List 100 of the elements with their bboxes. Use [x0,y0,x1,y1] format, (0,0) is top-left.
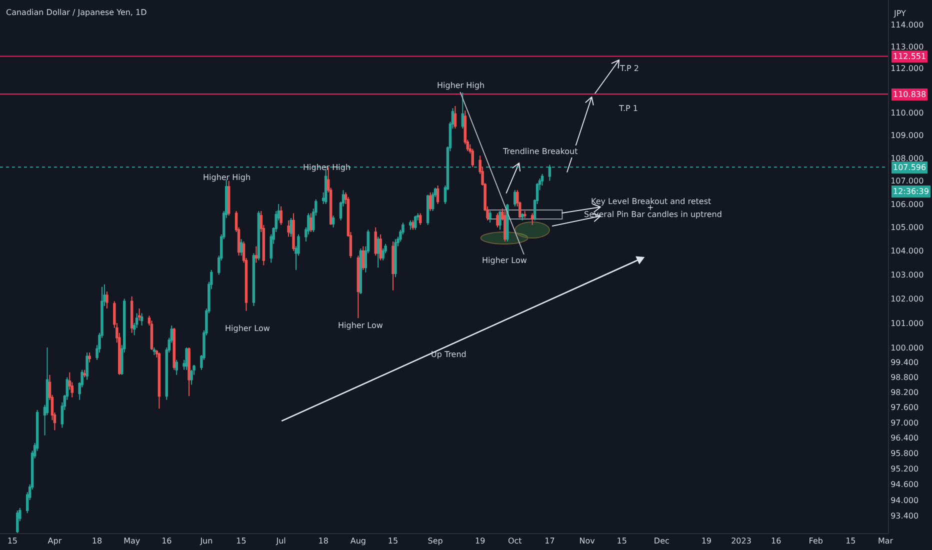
candlestick [379,234,382,261]
y-tick-label: 113.000 [890,42,924,52]
y-tick-label: 102.000 [890,294,924,304]
y-tick-label: 95.200 [890,464,919,474]
y-tick-label: 95.800 [890,449,919,458]
y-tick-label: 100.000 [890,343,924,352]
candlestick [83,369,86,378]
candlestick [498,210,502,230]
candlestick [496,212,499,228]
candlestick [426,194,430,226]
candlestick [254,246,258,264]
candlestick [138,308,141,322]
candlestick [280,206,282,226]
candlestick [376,236,380,268]
candlestick [414,215,417,230]
candlestick [461,92,464,129]
candlestick [252,252,256,307]
candlestick [471,148,474,168]
candlestick [540,173,544,186]
y-tick-label: 108.000 [890,154,924,163]
ref-line-label: 112.551 [893,52,926,61]
text: Canadian Dollar / Japanese Yen, 1D [6,8,147,17]
y-axis-title: JPY [893,9,906,18]
x-tick-label: 19 [701,536,712,546]
x-tick-label: 15 [846,536,856,546]
annotation: T.P 1 [618,104,638,113]
annotation: Higher High [203,173,251,182]
x-tick-label: 17 [544,536,555,546]
candlestick [190,369,193,386]
candlestick [409,220,412,230]
y-tick-label: 103.000 [890,270,924,280]
candlestick [454,106,457,129]
annotation: Several Pin Bar candles in uptrend [584,210,722,219]
ref-line-label: 107.596 [893,163,926,172]
candlestick [382,248,384,261]
y-tick-label: 93.400 [890,512,919,521]
y-tick-label: 114.000 [890,20,924,30]
y-tick-label: 112.000 [890,64,924,74]
annotation: + [647,203,654,212]
candlestick [175,359,178,376]
y-tick-label: 97.600 [890,403,919,412]
candlestick [88,352,91,363]
x-tick-label: Jul [275,536,286,546]
text: 12:36:39 [893,187,929,196]
x-tick-label: 15 [616,536,627,546]
candlestick [290,217,292,238]
x-tick-label: Mar [878,536,894,546]
y-tick-label: 96.400 [890,434,919,443]
candlestick [16,510,19,532]
candlestick [412,220,414,230]
x-tick-label: May [124,536,140,546]
candlestick [140,312,144,326]
annotation: Higher Low [225,324,270,333]
candlestick [514,190,516,207]
candlestick [240,238,243,256]
candlestick [392,240,394,291]
candlestick [506,204,509,242]
x-tick-label: 2023 [731,536,752,546]
candlestick [362,246,365,270]
y-tick-label: 97.000 [890,418,919,428]
candlestick [158,352,161,410]
x-tick-label: 16 [162,536,172,546]
candlestick [428,192,432,212]
x-tick-label: 18 [318,536,328,546]
candlestick [431,192,434,212]
annotation: T.P 2 [619,64,639,73]
candlestick [287,220,290,238]
candlestick [152,347,156,356]
candlestick [504,210,506,242]
x-tick-label: 18 [92,536,102,546]
candlestick [356,255,360,319]
candlestick [488,210,492,224]
annotation: Higher Low [482,256,528,265]
x-tick-label: Nov [579,536,596,546]
candlestick [227,180,230,216]
y-tick-label: 104.000 [890,246,924,256]
annotation: Trendline Breakout [502,147,578,156]
candlestick [332,215,335,228]
y-tick-label: 94.600 [890,480,919,490]
annotation: Higher Low [338,321,384,330]
y-tick-label: 99.400 [890,358,919,368]
candlestick [359,248,362,294]
candlestick [520,212,524,221]
candlestick [523,210,526,218]
y-tick-label: 98.200 [890,388,919,398]
y-tick-label: 105.000 [890,223,924,232]
candlestick [257,210,260,261]
candlestick [374,226,377,256]
candlestick [130,296,134,334]
candlestick [172,327,176,370]
candlestick [188,347,190,397]
candlestick [185,347,188,370]
candlestick [310,212,312,233]
x-tick-label: Sep [428,536,443,546]
x-tick-label: 15 [388,536,398,546]
candlestick [419,212,422,226]
x-tick-label: Jun [199,536,213,546]
x-tick-label: Dec [654,536,670,546]
candlestick [436,184,440,204]
candlestick [106,291,108,309]
